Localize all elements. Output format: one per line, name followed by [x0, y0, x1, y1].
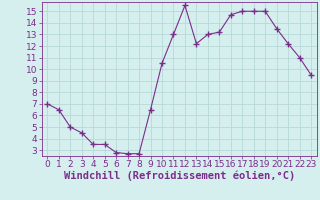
X-axis label: Windchill (Refroidissement éolien,°C): Windchill (Refroidissement éolien,°C): [64, 171, 295, 181]
